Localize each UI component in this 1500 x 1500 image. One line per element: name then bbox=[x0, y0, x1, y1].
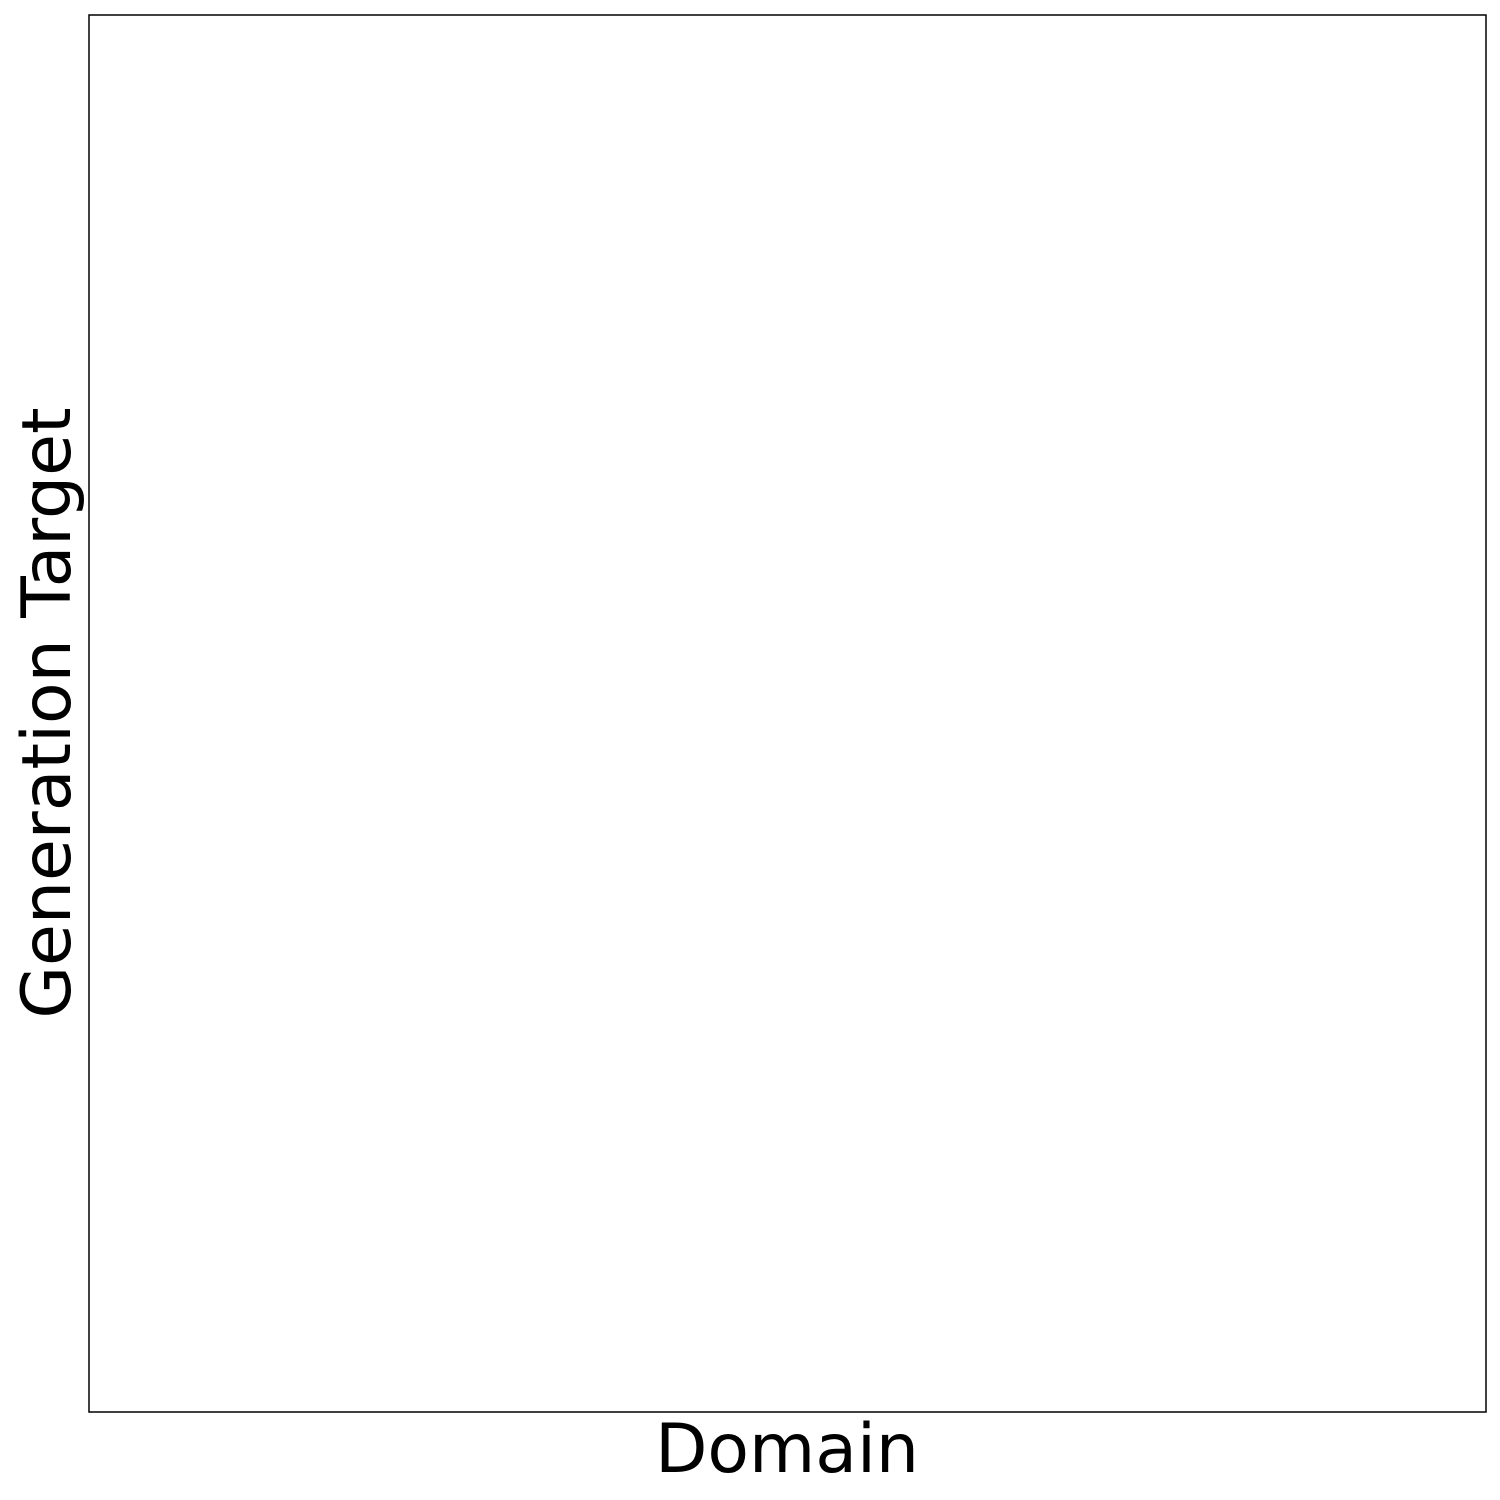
y-axis-label: Generation Target bbox=[8, 407, 87, 1018]
plot-area bbox=[88, 14, 1487, 1413]
x-axis-label: Domain bbox=[655, 1410, 919, 1489]
